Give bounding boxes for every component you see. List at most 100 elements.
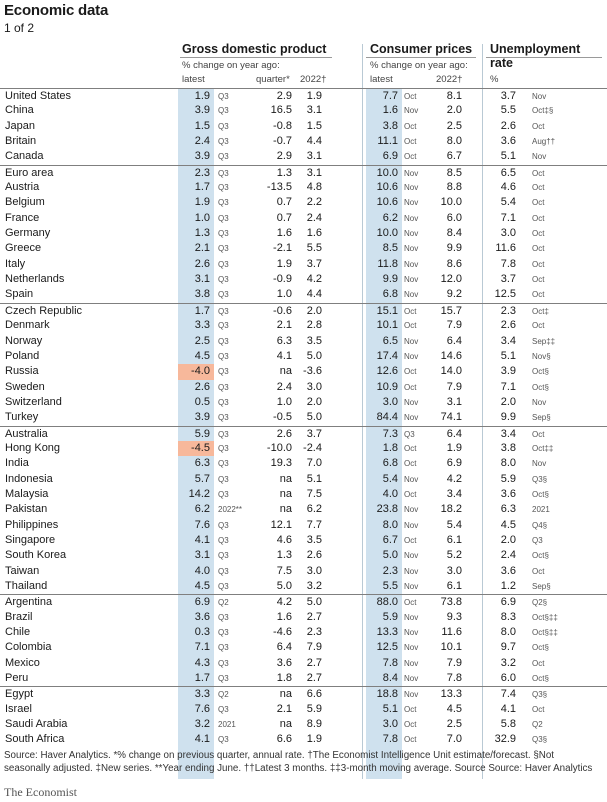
- gdp-latest: 0.3: [194, 626, 210, 639]
- country-name: Spain: [5, 288, 34, 301]
- gdp-latest: 3.1: [194, 273, 210, 286]
- gdp-latest: 1.7: [194, 672, 210, 685]
- cpi-latest: 8.4: [382, 672, 398, 685]
- cpi-latest: 7.7: [382, 90, 398, 102]
- country-name: Argentina: [5, 596, 53, 609]
- cpi-year: 8.0: [446, 135, 462, 148]
- country-name: Germany: [5, 227, 51, 240]
- gdp-period: Q3: [218, 704, 229, 714]
- gdp-year: 3.1: [306, 104, 322, 117]
- gdp-quarter: 0.7: [276, 196, 292, 209]
- cpi-latest: 18.8: [376, 688, 398, 701]
- table-row: South Korea 3.1 Q3 1.3 2.6 5.0 Nov 5.2 2.4 Oct§: [0, 548, 607, 563]
- gdp-subheader: % change on year ago:: [182, 60, 280, 71]
- gdp-period: Q3: [218, 735, 229, 745]
- gdp-year: 2.0: [306, 304, 322, 317]
- cpi-year: 8.4: [446, 227, 462, 240]
- cpi-subheader: % change on year ago:: [370, 60, 468, 71]
- cpi-year: 11.6: [441, 626, 462, 639]
- gdp-quarter: 1.9: [276, 257, 292, 270]
- cpi-period: Nov: [404, 106, 419, 116]
- gdp-header: Gross domestic product: [182, 42, 327, 56]
- gdp-year: 2.8: [306, 319, 322, 332]
- cpi-latest: 3.0: [382, 395, 398, 408]
- unemployment-rate: 5.5: [500, 104, 516, 117]
- country-name: Brazil: [5, 610, 33, 623]
- table-row: Egypt 3.3 Q2 na 6.6 18.8 Nov 13.3 7.4 Q3§: [0, 686, 607, 701]
- unemployment-rate: 3.2: [500, 656, 516, 669]
- data-table: United States 1.9 Q3 2.9 1.9 7.7 Oct 8.1 3.7 Nov C…: [0, 88, 607, 748]
- table-row: Chile 0.3 Q3 -4.6 2.3 13.3 Nov 11.6 8.0 Oct§‡‡: [0, 625, 607, 640]
- unemployment-rate: 8.0: [500, 626, 516, 639]
- gdp-period: Q3: [218, 198, 229, 208]
- gdp-period: 2022**: [218, 505, 243, 515]
- gdp-quarter: na: [279, 487, 292, 500]
- unemployment-period: Oct§: [532, 489, 549, 499]
- gdp-quarter: na: [279, 472, 292, 485]
- unemployment-rate: 9.9: [500, 411, 516, 424]
- table-row: India 6.3 Q3 19.3 7.0 6.8 Oct 6.9 8.0 Nov: [0, 456, 607, 471]
- gdp-latest: 3.3: [194, 688, 210, 701]
- gdp-period: Q3: [218, 168, 229, 178]
- gdp-year: 3.7: [306, 427, 322, 440]
- country-name: South Africa: [5, 733, 65, 746]
- unemployment-rate: 6.3: [500, 503, 516, 516]
- gdp-quarter: na: [279, 365, 292, 378]
- cpi-period: Oct: [404, 459, 417, 469]
- gdp-period: Q3: [218, 137, 229, 147]
- unemployment-rate: 3.8: [500, 441, 516, 454]
- unemployment-period: Q3§: [532, 690, 548, 700]
- cpi-period: Nov: [404, 658, 419, 668]
- table-row: Austria 1.7 Q3 -13.5 4.8 10.6 Nov 8.8 4.6 Oct: [0, 180, 607, 195]
- cpi-latest: 7.8: [382, 656, 398, 669]
- cpi-latest: 2.3: [382, 564, 398, 577]
- gdp-year: 5.9: [306, 702, 322, 715]
- table-row: Poland 4.5 Q3 4.1 5.0 17.4 Nov 14.6 5.1 Nov§: [0, 349, 607, 364]
- cpi-year: 6.4: [446, 334, 462, 347]
- gdp-quarter: 19.3: [270, 457, 292, 470]
- cpi-year: 15.7: [440, 304, 462, 317]
- country-name: Sweden: [5, 380, 45, 393]
- table-row: Malaysia 14.2 Q3 na 7.5 4.0 Oct 3.4 3.6 Oct§: [0, 487, 607, 502]
- unemployment-period: Q3§: [532, 474, 548, 484]
- unemployment-period: Oct: [532, 658, 545, 668]
- cpi-year: 12.0: [440, 273, 462, 286]
- country-name: Pakistan: [5, 503, 48, 516]
- table-row: Britain 2.4 Q3 -0.7 4.4 11.1 Oct 8.0 3.6 Aug††: [0, 134, 607, 149]
- gdp-year: 4.2: [306, 273, 322, 286]
- gdp-quarter: 16.5: [270, 104, 292, 117]
- unemployment-period: Oct: [532, 244, 545, 254]
- country-name: Saudi Arabia: [5, 718, 68, 731]
- gdp-quarter: na: [279, 688, 292, 701]
- gdp-quarter: 1.0: [276, 395, 292, 408]
- gdp-latest-shade: [178, 88, 214, 779]
- unemployment-rate: 5.8: [500, 718, 516, 731]
- gdp-latest: 4.0: [194, 564, 210, 577]
- gdp-period: Q3: [218, 459, 229, 469]
- cpi-period: Nov: [404, 198, 419, 208]
- cpi-year: 13.3: [440, 688, 462, 701]
- country-name: Mexico: [5, 656, 40, 669]
- gdp-period: Q3: [218, 321, 229, 331]
- gdp-year: 4.4: [306, 288, 322, 301]
- table-row: Japan 1.5 Q3 -0.8 1.5 3.8 Oct 2.5 2.6 Oct: [0, 119, 607, 134]
- gdp-year: -3.6: [303, 365, 322, 378]
- gdp-period: Q3: [218, 259, 229, 269]
- table-row: Mexico 4.3 Q3 3.6 2.7 7.8 Nov 7.9 3.2 Oct: [0, 656, 607, 671]
- gdp-latest: 1.0: [194, 211, 210, 224]
- unemployment-rate: 5.1: [500, 150, 516, 163]
- gdp-year: 2.4: [306, 211, 322, 224]
- unemployment-period: Oct§: [532, 382, 549, 392]
- cpi-period: Nov: [404, 244, 419, 254]
- cpi-period: Oct: [404, 720, 417, 730]
- table-row: Italy 2.6 Q3 1.9 3.7 11.8 Nov 8.6 7.8 Oct: [0, 257, 607, 272]
- cpi-latest: 6.8: [382, 288, 398, 301]
- gdp-quarter: 1.3: [276, 166, 292, 179]
- cpi-latest: 6.9: [382, 150, 398, 163]
- gdp-latest: 3.9: [194, 150, 210, 163]
- cpi-period: Nov: [404, 213, 419, 223]
- cpi-latest-shade: [366, 88, 402, 779]
- unemployment-rate: 7.4: [500, 688, 516, 701]
- cpi-year: 5.2: [446, 549, 462, 562]
- gdp-quarter: 1.8: [276, 672, 292, 685]
